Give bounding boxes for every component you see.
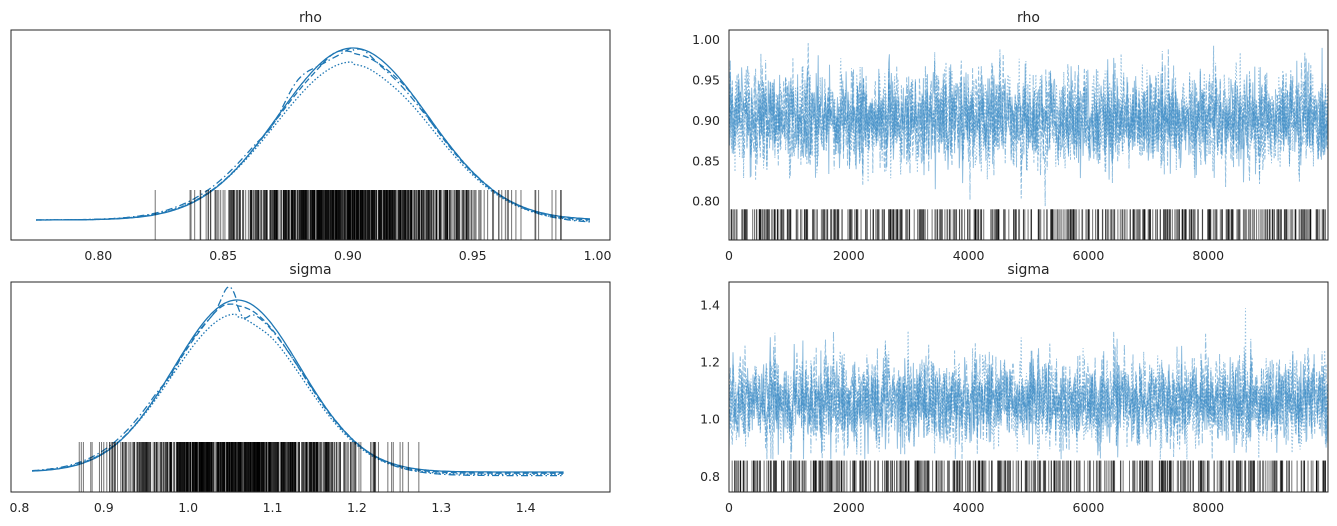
trace-line-rho-trace-chain-3 [728,49,1329,185]
x-tick-label: 4000 [953,500,985,515]
y-tick-label: 0.80 [692,194,720,209]
x-tick-label: 0.95 [459,248,487,263]
trace-panel-sigma-trace: 0 2000 4000 6000 8000 0.8 1.0 1.2 1.4 sigma [700,262,1329,515]
x-tick-label: 0.9 [94,500,114,515]
x-tick-label: 6000 [1073,248,1105,263]
x-tick-label: 1.0 [178,500,198,515]
axes-frame [10,281,611,493]
trace-panel-rho-trace: 0 2000 4000 6000 8000 0.80 0.85 0.90 0.95 1.00 rho [692,10,1329,263]
y-tick-label: 0.95 [692,73,720,88]
axes-frame [728,281,1329,493]
x-tick-label: 6000 [1073,500,1105,515]
x-tick-label: 0 [725,500,733,515]
x-tick-label: 0.80 [84,248,112,263]
density-line-sigma-density-chain-4 [32,285,564,477]
trace-line-sigma-trace-chain-2 [728,331,1329,460]
y-tick-label: 1.4 [700,297,720,312]
y-tick-label: 0.85 [692,153,720,168]
y-tick-label: 0.8 [700,469,720,484]
density-panel-sigma-density: 0.8 0.9 1.0 1.1 1.2 1.3 1.4 sigma [9,262,611,515]
y-tick-label: 0.90 [692,113,720,128]
x-tick-label: 8000 [1192,248,1224,263]
panel-title: sigma [1007,262,1049,278]
trace-line-rho-trace-chain-4 [728,49,1329,207]
x-tick-label: 1.1 [263,500,283,515]
x-tick-label: 1.4 [516,500,536,515]
x-tick-label: 0.8 [9,500,29,515]
x-tick-label: 2000 [833,248,865,263]
axes-frame [10,29,611,241]
x-tick-label: 1.3 [431,500,451,515]
x-tick-label: 1.00 [584,248,612,263]
axes-frame [728,29,1329,241]
panel-title: rho [1017,10,1040,26]
panel-title: sigma [289,262,331,278]
y-tick-label: 1.0 [700,412,720,427]
density-panel-rho-density: 0.80 0.85 0.90 0.95 1.00 rho [10,10,612,263]
density-line-rho-density-chain-4 [35,46,591,223]
rug-sigma-density [78,442,420,492]
panel-title: rho [299,10,322,26]
y-tick-label: 1.00 [692,32,720,47]
trace-line-sigma-trace-chain-4 [728,330,1329,460]
x-tick-label: 1.2 [347,500,367,515]
x-tick-label: 0.90 [334,248,362,263]
x-tick-label: 0 [725,248,733,263]
x-tick-label: 0.85 [209,248,237,263]
y-tick-label: 1.2 [700,355,720,370]
rug-rho-density [154,190,562,240]
x-tick-label: 2000 [833,500,865,515]
density-line-sigma-density-chain-3 [32,313,564,476]
x-tick-label: 4000 [953,248,985,263]
rug-rho-trace [730,209,1326,240]
x-tick-label: 8000 [1192,500,1224,515]
rug-sigma-trace [731,460,1326,492]
